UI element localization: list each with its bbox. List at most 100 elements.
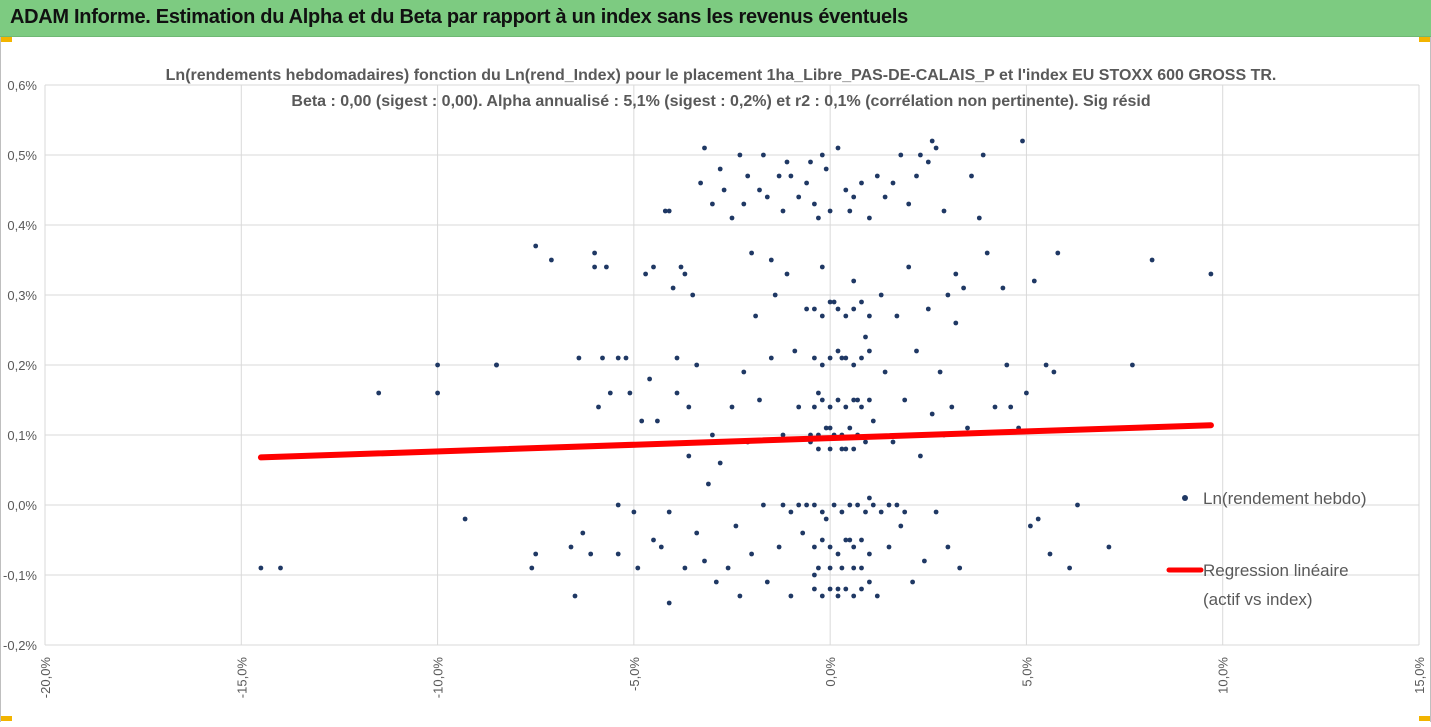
scatter-points <box>258 138 1214 606</box>
data-point <box>796 404 802 410</box>
data-point <box>843 355 849 361</box>
chart-frame: Ln(rendements hebdomadaires) fonction du… <box>0 37 1431 722</box>
data-point <box>788 509 794 515</box>
data-point <box>878 509 884 515</box>
data-point <box>855 397 860 403</box>
data-point <box>835 586 841 592</box>
data-point <box>615 551 621 557</box>
data-point <box>851 278 857 284</box>
data-point <box>753 313 758 319</box>
data-point <box>757 397 762 403</box>
data-point <box>768 355 774 361</box>
data-point <box>867 397 872 403</box>
data-point <box>969 173 974 179</box>
data-point <box>902 509 908 515</box>
data-point <box>1008 404 1014 410</box>
data-point <box>592 250 597 256</box>
data-point <box>780 502 786 508</box>
data-point <box>1028 523 1033 529</box>
data-point <box>819 593 825 599</box>
data-point <box>588 551 594 557</box>
data-point <box>666 509 672 515</box>
scatter-chart: Ln(rendements hebdomadaires) fonction du… <box>3 67 1427 699</box>
data-point <box>784 271 790 277</box>
data-point <box>780 432 786 438</box>
data-point <box>462 516 468 522</box>
data-point <box>647 376 652 382</box>
corner-marker-bottom-left <box>0 716 12 721</box>
data-point <box>859 404 864 410</box>
data-point <box>666 600 672 606</box>
x-tick-label: 10,0% <box>1216 657 1231 694</box>
data-point <box>572 593 578 599</box>
data-point <box>721 187 727 193</box>
legend-marker-points <box>1182 495 1188 501</box>
data-point <box>812 404 817 410</box>
data-point <box>957 565 963 571</box>
data-point <box>1000 285 1006 291</box>
data-point <box>627 390 633 396</box>
data-point <box>733 523 739 529</box>
data-point <box>839 565 845 571</box>
data-point <box>945 544 951 550</box>
data-point <box>764 579 770 585</box>
data-point <box>894 313 900 319</box>
data-point <box>922 558 927 564</box>
data-point <box>835 397 841 403</box>
data-point <box>816 390 821 396</box>
data-point <box>843 404 849 410</box>
data-point <box>851 593 857 599</box>
data-point <box>929 411 935 417</box>
x-tick-label: -20,0% <box>38 657 53 699</box>
data-point <box>576 355 582 361</box>
data-point <box>886 502 892 508</box>
data-point <box>678 264 684 270</box>
data-point <box>851 397 857 403</box>
data-point <box>812 586 817 592</box>
data-point <box>980 152 986 158</box>
data-point <box>745 173 751 179</box>
data-point <box>796 194 802 200</box>
data-point <box>890 439 896 445</box>
data-point <box>894 502 900 508</box>
data-point <box>725 565 731 571</box>
data-point <box>804 502 809 508</box>
data-point <box>639 418 645 424</box>
data-point <box>1004 362 1010 368</box>
data-point <box>835 348 841 354</box>
data-point <box>886 544 892 550</box>
data-point <box>1208 271 1214 277</box>
data-point <box>914 348 919 354</box>
data-point <box>843 586 849 592</box>
data-point <box>847 208 853 214</box>
data-point <box>776 544 782 550</box>
data-point <box>258 565 264 571</box>
data-point <box>831 299 837 305</box>
data-point <box>670 285 676 291</box>
data-point <box>729 404 735 410</box>
data-point <box>812 572 817 578</box>
legend-label-points: Ln(rendement hebdo) <box>1203 489 1367 508</box>
y-tick-label: 0,0% <box>7 498 37 513</box>
data-point <box>816 565 821 571</box>
data-point <box>1035 516 1041 522</box>
data-point <box>918 453 923 459</box>
data-point <box>859 586 864 592</box>
data-point <box>764 194 770 200</box>
data-point <box>863 509 868 515</box>
data-point <box>1106 544 1112 550</box>
data-point <box>870 418 876 424</box>
data-point <box>1130 362 1135 368</box>
data-point <box>698 180 703 186</box>
data-point <box>847 537 853 543</box>
data-point <box>851 544 857 550</box>
data-point <box>855 502 860 508</box>
data-point <box>600 355 605 361</box>
data-point <box>984 250 990 256</box>
data-point <box>851 362 857 368</box>
regression-line-group <box>257 422 1214 461</box>
report-header: ADAM Informe. Estimation du Alpha et du … <box>0 0 1431 37</box>
data-point <box>816 215 821 221</box>
data-point <box>835 145 841 151</box>
data-point <box>682 565 688 571</box>
